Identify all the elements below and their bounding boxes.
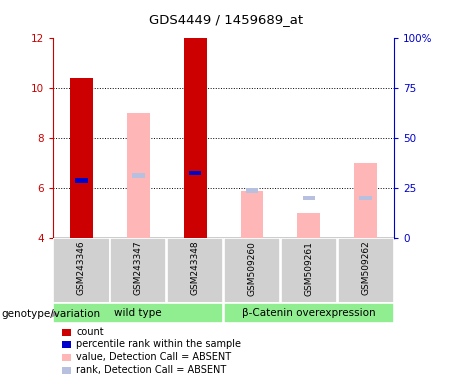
Bar [62, 354, 71, 361]
Bar [189, 171, 201, 175]
Text: GSM243348: GSM243348 [191, 241, 200, 295]
Text: value, Detection Call = ABSENT: value, Detection Call = ABSENT [76, 352, 231, 362]
Bar [127, 113, 150, 238]
Bar [62, 367, 71, 374]
Text: GSM509260: GSM509260 [248, 241, 256, 296]
Bar [53, 303, 223, 323]
Bar [110, 238, 166, 303]
Bar [297, 213, 320, 238]
Text: rank, Detection Call = ABSENT: rank, Detection Call = ABSENT [76, 365, 226, 375]
Bar [70, 78, 93, 238]
Bar [281, 238, 337, 303]
Bar [62, 341, 71, 348]
Text: β-Catenin overexpression: β-Catenin overexpression [242, 308, 376, 318]
Polygon shape [52, 311, 59, 317]
Bar [246, 189, 258, 193]
Text: wild type: wild type [114, 308, 162, 318]
Bar [75, 179, 88, 183]
Bar [167, 238, 223, 303]
Bar [360, 196, 372, 200]
Text: GSM509261: GSM509261 [304, 241, 313, 296]
Text: GDS4449 / 1459689_at: GDS4449 / 1459689_at [149, 13, 303, 26]
Text: GSM243347: GSM243347 [134, 241, 143, 295]
Text: GSM509262: GSM509262 [361, 241, 370, 295]
Bar [302, 196, 315, 200]
Bar [184, 38, 207, 238]
Text: GSM243346: GSM243346 [77, 241, 86, 295]
Text: percentile rank within the sample: percentile rank within the sample [76, 339, 241, 349]
Bar [132, 174, 145, 178]
Text: genotype/variation: genotype/variation [1, 309, 100, 319]
Bar [224, 303, 394, 323]
Bar [337, 238, 394, 303]
Bar [62, 329, 71, 336]
Text: count: count [76, 327, 104, 337]
Bar [53, 238, 110, 303]
Bar [224, 238, 280, 303]
Bar [355, 163, 377, 238]
Bar [241, 190, 263, 238]
